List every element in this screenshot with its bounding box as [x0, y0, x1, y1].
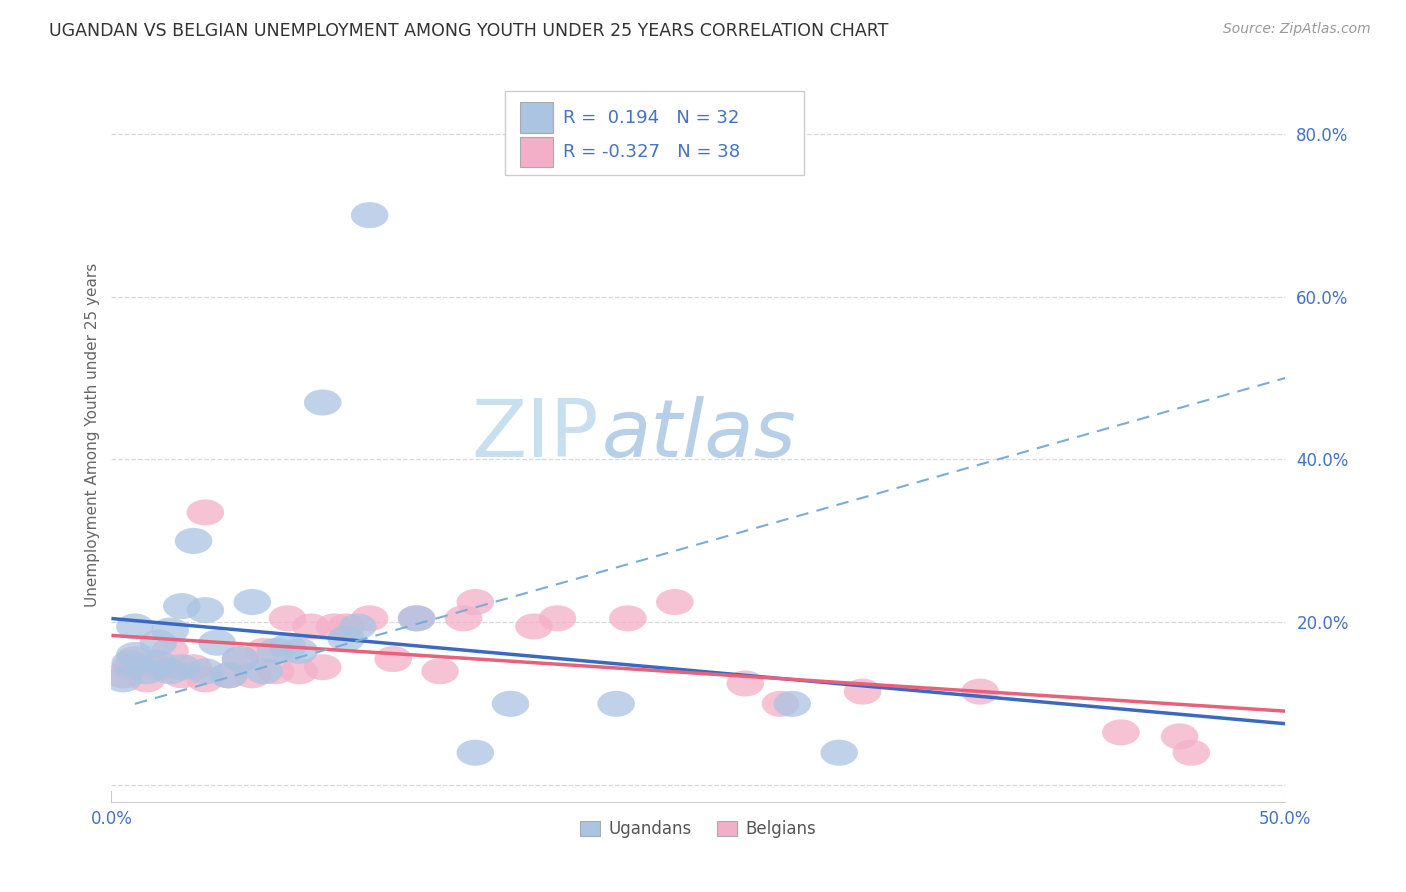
Text: Source: ZipAtlas.com: Source: ZipAtlas.com: [1223, 22, 1371, 37]
Text: R = -0.327   N = 38: R = -0.327 N = 38: [564, 143, 741, 161]
Text: UGANDAN VS BELGIAN UNEMPLOYMENT AMONG YOUTH UNDER 25 YEARS CORRELATION CHART: UGANDAN VS BELGIAN UNEMPLOYMENT AMONG YO…: [49, 22, 889, 40]
Legend: Ugandans, Belgians: Ugandans, Belgians: [574, 814, 823, 845]
FancyBboxPatch shape: [520, 103, 553, 133]
Text: ZIP: ZIP: [471, 396, 599, 474]
Text: atlas: atlas: [602, 396, 797, 474]
FancyBboxPatch shape: [520, 136, 553, 168]
Y-axis label: Unemployment Among Youth under 25 years: Unemployment Among Youth under 25 years: [86, 263, 100, 607]
Text: R =  0.194   N = 32: R = 0.194 N = 32: [564, 109, 740, 127]
FancyBboxPatch shape: [505, 90, 804, 175]
